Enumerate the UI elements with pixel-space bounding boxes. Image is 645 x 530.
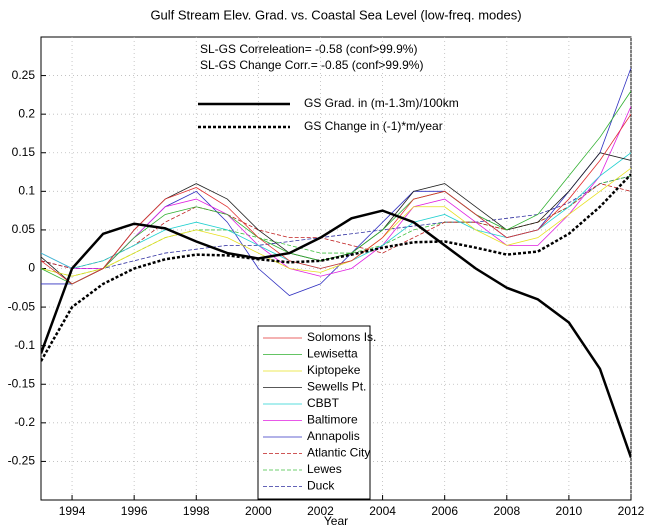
legend-label: Baltimore: [307, 413, 358, 427]
legend-label: Lewes: [307, 462, 342, 476]
y-tick-label: -0.05: [8, 299, 36, 313]
legend-label: CBBT: [307, 396, 340, 410]
series-line: [41, 173, 631, 362]
y-tick-label: 0: [28, 261, 35, 275]
x-tick-label: 1998: [183, 504, 210, 518]
x-tick-label: 1994: [59, 504, 86, 518]
y-tick-label: -0.25: [8, 454, 36, 468]
x-tick-label: 2006: [431, 504, 458, 518]
x-tick-label: 2004: [369, 504, 396, 518]
x-tick-label: 1996: [121, 504, 148, 518]
y-tick-label: 0.2: [18, 106, 35, 120]
legend-label: Kiptopeke: [307, 363, 361, 377]
y-tick-label: -0.1: [14, 338, 35, 352]
y-tick-label: -0.15: [8, 376, 36, 390]
series-line: [41, 106, 631, 277]
legend-label: Annapolis: [307, 429, 360, 443]
legend-label: Lewisetta: [307, 347, 358, 361]
legend-label: GS Grad. in (m-1.3m)/100km: [304, 96, 459, 110]
x-axis-label: Year: [324, 514, 348, 528]
legend-label: Duck: [307, 479, 335, 493]
x-tick-label: 2012: [618, 504, 645, 518]
series-line: [41, 209, 631, 458]
y-tick-label: 0.15: [12, 145, 36, 159]
series-line: [41, 167, 631, 277]
x-tick-label: 2002: [307, 504, 334, 518]
y-tick-label: 0.1: [18, 184, 35, 198]
annotation: SL-GS Change Corr.= -0.85 (conf>99.9%): [200, 58, 423, 72]
y-tick-label: 0.05: [12, 222, 36, 236]
chart-title: Gulf Stream Elev. Grad. vs. Coastal Sea …: [150, 7, 521, 22]
x-tick-label: 2008: [493, 504, 520, 518]
legend-label: Solomons Is.: [307, 330, 376, 344]
y-tick-label: -0.2: [14, 415, 35, 429]
legend-label: Atlantic City: [307, 446, 370, 460]
x-tick-label: 2000: [245, 504, 272, 518]
y-tick-label: 0.25: [12, 68, 36, 82]
legend-label: Sewells Pt.: [307, 380, 366, 394]
legend-label: GS Change in (-1)*m/year: [304, 119, 443, 133]
x-tick-label: 2010: [556, 504, 583, 518]
annotation: SL-GS Correleation= -0.58 (conf>99.9%): [200, 42, 417, 56]
